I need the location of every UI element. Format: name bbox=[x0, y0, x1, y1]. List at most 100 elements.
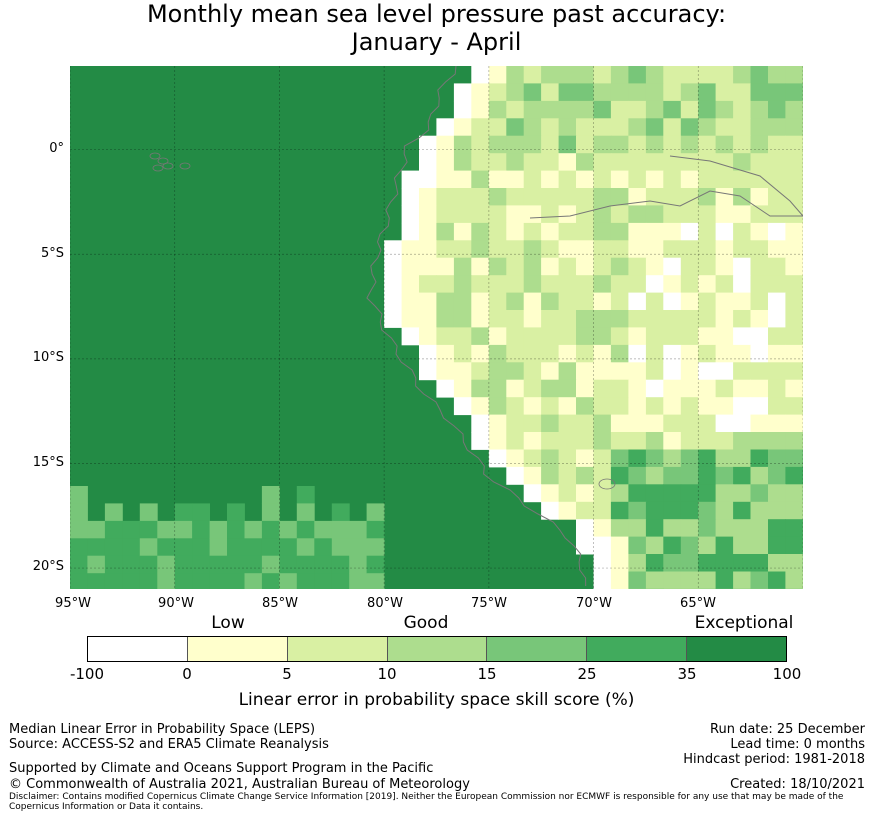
skill-cell bbox=[680, 519, 699, 538]
skill-cell bbox=[506, 66, 525, 84]
skill-cell bbox=[488, 153, 507, 172]
skill-cell bbox=[593, 292, 612, 311]
skill-cell bbox=[663, 554, 682, 572]
skill-cell bbox=[523, 379, 542, 398]
skill-cell bbox=[680, 188, 699, 206]
skill-cell bbox=[768, 100, 786, 119]
skill-cell bbox=[785, 414, 803, 433]
skill-cell bbox=[768, 153, 786, 172]
skill-cell bbox=[576, 292, 594, 311]
skill-cell bbox=[698, 153, 717, 172]
skill-cell bbox=[698, 66, 717, 84]
chart-title-line1: Monthly mean sea level pressure past acc… bbox=[146, 0, 727, 28]
skill-cell bbox=[750, 554, 769, 572]
skill-cell bbox=[453, 275, 472, 294]
skill-cell bbox=[436, 170, 455, 189]
skill-cell bbox=[663, 275, 682, 294]
skill-cell bbox=[558, 222, 577, 241]
skill-cell bbox=[785, 344, 803, 363]
skill-cell bbox=[768, 519, 786, 538]
skill-cell bbox=[663, 100, 682, 119]
skill-cell bbox=[733, 240, 751, 259]
skill-cell bbox=[558, 292, 577, 311]
skill-cell bbox=[610, 275, 629, 294]
skill-cell bbox=[593, 344, 612, 363]
skill-cell bbox=[436, 379, 455, 398]
skill-cell bbox=[261, 573, 280, 589]
skill-cell bbox=[733, 501, 751, 520]
skill-cell bbox=[471, 327, 490, 346]
skill-cell bbox=[471, 66, 490, 84]
skill-cell bbox=[488, 310, 507, 328]
skill-cell bbox=[663, 501, 682, 520]
skill-cell bbox=[768, 240, 786, 259]
skill-cell bbox=[628, 310, 647, 328]
skill-cell bbox=[523, 118, 542, 137]
skill-cell bbox=[610, 362, 629, 381]
skill-cell bbox=[488, 118, 507, 137]
skill-cell bbox=[401, 188, 420, 206]
skill-cell bbox=[663, 83, 682, 102]
skill-cell bbox=[610, 188, 629, 206]
skill-cell bbox=[750, 170, 769, 189]
skill-cell bbox=[715, 100, 734, 119]
skill-cell bbox=[593, 118, 612, 137]
skill-cell bbox=[593, 432, 612, 450]
skill-cell bbox=[541, 484, 559, 503]
colorbar-tick: 0 bbox=[182, 665, 192, 683]
skill-cell bbox=[715, 536, 734, 555]
skill-cell bbox=[576, 327, 594, 346]
skill-cell bbox=[349, 538, 368, 557]
skill-cell bbox=[576, 153, 594, 172]
skill-cell bbox=[558, 257, 577, 276]
skill-cell bbox=[680, 554, 699, 572]
skill-cell bbox=[366, 573, 385, 589]
skill-cell bbox=[680, 170, 699, 189]
skill-cell bbox=[506, 449, 525, 468]
skill-cell bbox=[558, 362, 577, 381]
skill-cell bbox=[628, 449, 647, 468]
skill-cell bbox=[157, 555, 176, 574]
skill-cell bbox=[610, 153, 629, 172]
skill-cell bbox=[733, 83, 751, 102]
skill-cell bbox=[523, 153, 542, 172]
skill-cell bbox=[750, 205, 769, 224]
skill-cell bbox=[558, 170, 577, 189]
skill-cell bbox=[558, 414, 577, 433]
skill-cell bbox=[506, 466, 525, 485]
skill-cell bbox=[576, 362, 594, 381]
skill-cell bbox=[227, 573, 245, 589]
skill-cell bbox=[733, 153, 751, 172]
skill-cell bbox=[610, 536, 629, 555]
skill-cell bbox=[453, 310, 472, 328]
skill-cell bbox=[471, 205, 490, 224]
lon-label-75w: 75°W bbox=[471, 596, 507, 611]
skill-cell bbox=[750, 449, 769, 468]
skill-cell bbox=[750, 310, 769, 328]
skill-cell bbox=[593, 170, 612, 189]
skill-cell bbox=[750, 344, 769, 363]
skill-cell bbox=[541, 310, 559, 328]
skill-cell bbox=[785, 310, 803, 328]
skill-cell bbox=[401, 170, 420, 189]
skill-cell bbox=[628, 362, 647, 381]
skill-cell bbox=[558, 379, 577, 398]
skill-cell bbox=[488, 135, 507, 154]
skill-cell bbox=[593, 275, 612, 294]
skill-cell bbox=[628, 379, 647, 398]
skill-cell bbox=[750, 83, 769, 102]
skill-cell bbox=[279, 555, 298, 574]
skill-cell bbox=[610, 344, 629, 363]
skill-cell bbox=[558, 432, 577, 450]
skill-cell bbox=[785, 257, 803, 276]
skill-cell bbox=[593, 571, 612, 589]
skill-cell bbox=[698, 484, 717, 503]
skill-cell bbox=[680, 362, 699, 381]
skill-cell bbox=[750, 292, 769, 311]
skill-cell bbox=[558, 153, 577, 172]
skill-cell bbox=[645, 571, 664, 589]
skill-cell bbox=[576, 379, 594, 398]
skill-cell bbox=[768, 362, 786, 381]
skill-cell bbox=[541, 327, 559, 346]
skill-cell bbox=[733, 554, 751, 572]
